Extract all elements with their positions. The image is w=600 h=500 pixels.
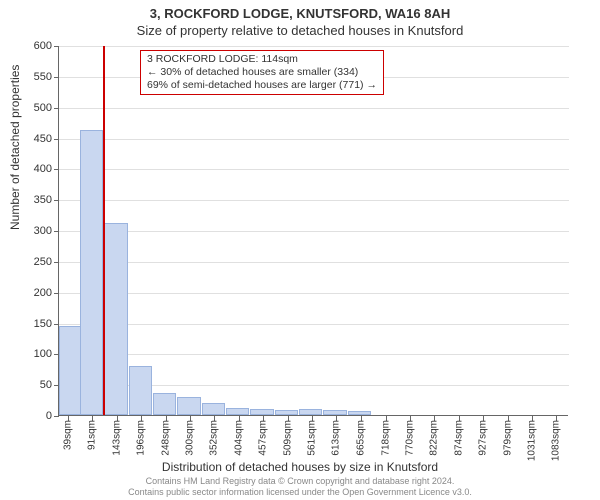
xtick-label: 927sqm <box>478 420 489 456</box>
property-marker-line <box>103 46 105 415</box>
histogram-bar <box>323 410 346 415</box>
ytick-label: 50 <box>12 379 52 391</box>
gridline-h <box>59 262 569 263</box>
ytick-label: 500 <box>12 102 52 114</box>
footer-line2: Contains public sector information licen… <box>0 487 600 498</box>
ytick-mark <box>54 200 59 201</box>
gridline-h <box>59 324 569 325</box>
ytick-mark <box>54 324 59 325</box>
histogram-bar <box>202 403 225 415</box>
annotation-line2: ← 30% of detached houses are smaller (33… <box>147 66 377 79</box>
ytick-mark <box>54 46 59 47</box>
ytick-label: 550 <box>12 71 52 83</box>
xtick-label: 457sqm <box>258 420 269 456</box>
xtick-label: 822sqm <box>429 420 440 456</box>
gridline-h <box>59 354 569 355</box>
ytick-label: 0 <box>12 410 52 422</box>
histogram-bar <box>299 409 322 415</box>
histogram-bar <box>177 397 200 416</box>
ytick-label: 450 <box>12 133 52 145</box>
gridline-h <box>59 169 569 170</box>
gridline-h <box>59 139 569 140</box>
ytick-label: 100 <box>12 348 52 360</box>
annotation-box: 3 ROCKFORD LODGE: 114sqm ← 30% of detach… <box>140 50 384 95</box>
ytick-mark <box>54 293 59 294</box>
ytick-mark <box>54 416 59 417</box>
histogram-bar <box>275 410 298 415</box>
footer: Contains HM Land Registry data © Crown c… <box>0 476 600 498</box>
xtick-label: 91sqm <box>87 420 98 450</box>
xtick-label: 352sqm <box>209 420 220 456</box>
ytick-label: 600 <box>12 40 52 52</box>
ytick-mark <box>54 262 59 263</box>
gridline-h <box>59 293 569 294</box>
ytick-mark <box>54 231 59 232</box>
histogram-bar <box>129 366 152 415</box>
xtick-label: 196sqm <box>136 420 147 456</box>
xtick-label: 248sqm <box>160 420 171 456</box>
xtick-label: 979sqm <box>502 420 513 456</box>
xtick-label: 561sqm <box>307 420 318 456</box>
ytick-mark <box>54 169 59 170</box>
ytick-label: 350 <box>12 194 52 206</box>
histogram-bar <box>348 411 371 415</box>
histogram-bar <box>226 408 249 415</box>
histogram-bar <box>153 393 176 415</box>
xtick-label: 770sqm <box>404 420 415 456</box>
ytick-mark <box>54 139 59 140</box>
ytick-label: 300 <box>12 225 52 237</box>
title-sub: Size of property relative to detached ho… <box>0 21 600 42</box>
chart-container: 3, ROCKFORD LODGE, KNUTSFORD, WA16 8AH S… <box>0 0 600 500</box>
xtick-label: 718sqm <box>380 420 391 456</box>
xtick-label: 509sqm <box>282 420 293 456</box>
ytick-label: 400 <box>12 163 52 175</box>
x-axis-label: Distribution of detached houses by size … <box>0 460 600 474</box>
annotation-line1: 3 ROCKFORD LODGE: 114sqm <box>147 53 377 66</box>
xtick-label: 1031sqm <box>527 420 538 461</box>
xtick-label: 874sqm <box>453 420 464 456</box>
xtick-label: 665sqm <box>355 420 366 456</box>
footer-line1: Contains HM Land Registry data © Crown c… <box>0 476 600 487</box>
ytick-label: 250 <box>12 256 52 268</box>
xtick-label: 143sqm <box>111 420 122 456</box>
gridline-h <box>59 46 569 47</box>
gridline-h <box>59 200 569 201</box>
plot-wrap: 39sqm91sqm143sqm196sqm248sqm300sqm352sqm… <box>58 46 568 416</box>
xtick-label: 404sqm <box>233 420 244 456</box>
ytick-label: 200 <box>12 287 52 299</box>
histogram-bar <box>104 223 127 415</box>
plot-area: 39sqm91sqm143sqm196sqm248sqm300sqm352sqm… <box>58 46 568 416</box>
ytick-label: 150 <box>12 318 52 330</box>
annotation-line3: 69% of semi-detached houses are larger (… <box>147 79 377 92</box>
histogram-bar <box>250 409 273 415</box>
gridline-h <box>59 108 569 109</box>
histogram-bar <box>80 130 103 415</box>
ytick-mark <box>54 77 59 78</box>
xtick-label: 300sqm <box>185 420 196 456</box>
title-main: 3, ROCKFORD LODGE, KNUTSFORD, WA16 8AH <box>0 0 600 21</box>
xtick-label: 613sqm <box>331 420 342 456</box>
xtick-label: 1083sqm <box>551 420 562 461</box>
xtick-label: 39sqm <box>62 420 73 450</box>
gridline-h <box>59 231 569 232</box>
histogram-bar <box>59 326 82 415</box>
ytick-mark <box>54 108 59 109</box>
